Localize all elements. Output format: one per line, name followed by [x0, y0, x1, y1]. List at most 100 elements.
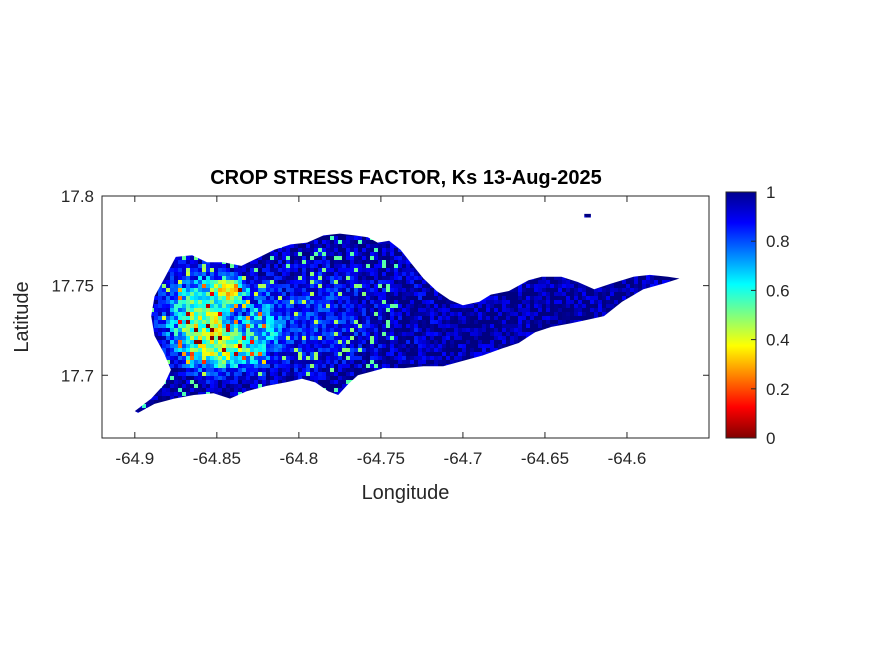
- heat-cell: [582, 284, 586, 288]
- heat-cell: [634, 276, 638, 280]
- heat-cell: [278, 300, 282, 304]
- heat-cell: [550, 280, 554, 284]
- heat-cell: [202, 264, 206, 268]
- heat-cell: [258, 260, 262, 264]
- heat-cell: [410, 316, 414, 320]
- heat-cell: [310, 280, 314, 284]
- heat-cell: [338, 316, 342, 320]
- heat-cell: [350, 272, 354, 276]
- heat-cell: [294, 288, 298, 292]
- heat-cell: [290, 304, 294, 308]
- heat-cell: [298, 272, 302, 276]
- heat-cell: [574, 304, 578, 308]
- heat-cell: [546, 324, 550, 328]
- heat-cell: [534, 304, 538, 308]
- heat-cell: [298, 256, 302, 260]
- heat-cell: [266, 296, 270, 300]
- heat-cell: [382, 316, 386, 320]
- heat-cell: [414, 300, 418, 304]
- heat-cell: [326, 300, 330, 304]
- heat-cell: [586, 316, 590, 320]
- heat-cell: [270, 316, 274, 320]
- heat-cell: [318, 324, 322, 328]
- heat-cell: [202, 292, 206, 296]
- heat-cell: [306, 252, 310, 256]
- heat-cell: [546, 276, 550, 280]
- heat-cell: [410, 276, 414, 280]
- heat-cell: [386, 288, 390, 292]
- heat-cell: [382, 276, 386, 280]
- heat-cell: [534, 284, 538, 288]
- heat-cell: [658, 280, 662, 284]
- heat-cell: [366, 312, 370, 316]
- heat-cell: [494, 296, 498, 300]
- heat-cell: [334, 292, 338, 296]
- heat-cell: [378, 248, 382, 252]
- heat-cell: [586, 288, 590, 292]
- heat-cell: [586, 292, 590, 296]
- heat-cell: [218, 308, 222, 312]
- heat-cell: [386, 248, 390, 252]
- heat-cell: [506, 292, 510, 296]
- heat-cell: [654, 280, 658, 284]
- heat-cell: [386, 304, 390, 308]
- heat-cell: [278, 296, 282, 300]
- heat-cell: [494, 316, 498, 320]
- heat-cell: [226, 264, 230, 268]
- heat-cell: [354, 248, 358, 252]
- heat-cell: [274, 308, 278, 312]
- heat-cell: [342, 304, 346, 308]
- heat-cell: [258, 308, 262, 312]
- heat-cell: [470, 320, 474, 324]
- heat-cell: [354, 268, 358, 272]
- heat-cell: [258, 320, 262, 324]
- heat-cell: [358, 276, 362, 280]
- heat-cell: [230, 292, 234, 296]
- heat-cell: [346, 248, 350, 252]
- heat-cell: [314, 316, 318, 320]
- heat-cell: [270, 260, 274, 264]
- heat-cell: [190, 320, 194, 324]
- heat-cell: [242, 320, 246, 324]
- heat-cell: [330, 240, 334, 244]
- heat-cell: [602, 296, 606, 300]
- heat-cell: [406, 264, 410, 268]
- heat-cell: [174, 312, 178, 316]
- heat-cell: [378, 244, 382, 248]
- heat-cell: [202, 260, 206, 264]
- heat-cell: [250, 312, 254, 316]
- heat-cell: [302, 316, 306, 320]
- heat-cell: [302, 304, 306, 308]
- heat-cell: [562, 320, 566, 324]
- heat-cell: [226, 308, 230, 312]
- heat-cell: [174, 260, 178, 264]
- heat-cell: [338, 268, 342, 272]
- heat-cell: [346, 296, 350, 300]
- heat-cell: [194, 316, 198, 320]
- heat-cell: [370, 296, 374, 300]
- heat-cell: [330, 288, 334, 292]
- heat-cell: [214, 284, 218, 288]
- heat-cell: [246, 288, 250, 292]
- heat-cell: [494, 292, 498, 296]
- heat-cell: [358, 280, 362, 284]
- heat-cell: [266, 268, 270, 272]
- heat-cell: [314, 276, 318, 280]
- heat-cell: [178, 320, 182, 324]
- heat-cell: [186, 288, 190, 292]
- heat-cell: [370, 308, 374, 312]
- heat-cell: [410, 292, 414, 296]
- heat-cell: [402, 280, 406, 284]
- heat-cell: [226, 272, 230, 276]
- heat-cell: [258, 256, 262, 260]
- heat-cell: [298, 264, 302, 268]
- heat-cell: [390, 260, 394, 264]
- heat-cell: [186, 320, 190, 324]
- heat-cell: [270, 252, 274, 256]
- heat-cell: [318, 272, 322, 276]
- heat-cell: [342, 280, 346, 284]
- heat-cell: [230, 276, 234, 280]
- heat-cell: [334, 276, 338, 280]
- heat-cell: [666, 280, 670, 284]
- heat-cell: [242, 308, 246, 312]
